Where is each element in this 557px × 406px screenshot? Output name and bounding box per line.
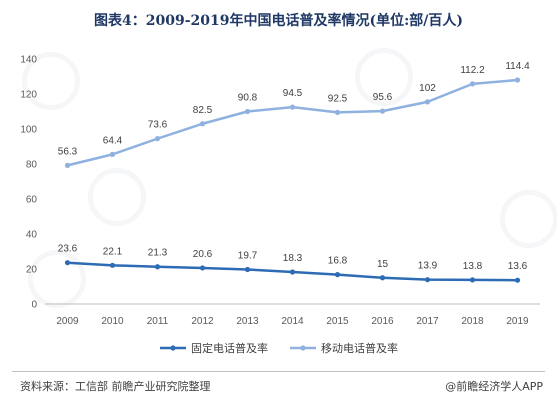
series-1-data-label: 102 [419, 83, 436, 94]
series-1-data-label: 90.8 [238, 93, 258, 104]
x-tick-label: 2011 [147, 316, 169, 327]
series-0-point [154, 264, 161, 270]
series-0-point [244, 266, 251, 273]
series-1-data-label: 73.6 [148, 120, 168, 131]
x-tick-label: 2013 [236, 316, 259, 327]
legend-label-1: 移动电话普及率 [321, 341, 398, 355]
series-1-data-label: 95.6 [373, 92, 393, 103]
series-0-point [64, 260, 71, 266]
x-tick-label: 2009 [56, 316, 79, 327]
x-tick-label: 2015 [326, 316, 349, 327]
series-0-point [469, 277, 476, 283]
x-tick-label: 2012 [191, 316, 214, 327]
series-0-data-label: 13.8 [463, 261, 483, 272]
watermark-logo-icon [28, 250, 86, 308]
series-1-point [424, 99, 431, 105]
series-1-data-label: 82.5 [193, 105, 213, 116]
series-1-point [379, 108, 386, 114]
series-0-data-label: 16.8 [328, 256, 348, 267]
series-0-data-label: 21.3 [148, 248, 168, 259]
y-tick-label: 80 [26, 160, 38, 171]
series-1-data-label: 92.5 [328, 93, 348, 104]
chart-title: 图表4：2009-2019年中国电话普及率情况(单位:部/百人) [93, 13, 463, 29]
series-0-data-label: 13.6 [508, 261, 528, 272]
series-0-point [334, 272, 341, 278]
x-tick-label: 2014 [281, 316, 304, 327]
series-1-point [289, 104, 296, 110]
series-1-data-label: 64.4 [103, 135, 123, 146]
series-0-data-label: 20.6 [193, 249, 213, 260]
x-tick-label: 2019 [506, 316, 529, 327]
y-tick-label: 140 [20, 55, 37, 66]
x-tick-label: 2010 [101, 316, 124, 327]
series-0-data-label: 19.7 [238, 251, 258, 262]
legend-label-0: 固定电话普及率 [191, 341, 268, 355]
footer-divider [12, 371, 545, 372]
series-1-point [64, 162, 71, 168]
watermark-logo-icon [500, 190, 557, 248]
series-0-point [199, 265, 206, 271]
y-tick-label: 100 [20, 125, 37, 136]
y-tick-label: 20 [26, 265, 38, 276]
series-1-point [199, 121, 206, 127]
series-0-point [289, 269, 296, 275]
series-0-data-label: 15 [377, 259, 389, 270]
watermark-logo-icon [355, 48, 413, 106]
series-1-point [514, 77, 521, 83]
series-1-data-label: 94.5 [283, 88, 303, 99]
y-tick-label: 0 [31, 300, 37, 311]
x-tick-label: 2018 [461, 316, 484, 327]
series-0-data-label: 18.3 [283, 253, 303, 264]
y-tick-label: 40 [26, 230, 38, 241]
x-tick-label: 2017 [416, 316, 439, 327]
series-1-point [244, 108, 251, 115]
legend-marker-1 [300, 345, 306, 351]
series-1-point [109, 151, 116, 157]
legend-marker-0 [170, 345, 176, 351]
brand-text: @前瞻经济学人APP [445, 380, 543, 393]
series-1-data-label: 114.4 [505, 61, 530, 72]
source-text: 资料来源：工信部 前瞻产业研究院整理 [20, 380, 211, 393]
watermark-logo-icon [88, 168, 146, 226]
watermark-logo-icon [22, 52, 80, 110]
series-0-point [379, 275, 386, 281]
series-1-point [469, 81, 476, 87]
series-0-data-label: 23.6 [58, 244, 78, 255]
series-0-point [424, 277, 431, 283]
series-1-point [154, 136, 161, 142]
series-1-data-label: 56.3 [58, 146, 78, 157]
series-0-point [514, 277, 521, 283]
y-tick-label: 120 [20, 90, 37, 101]
series-layer: 23.6 22.1 21.3 20.6 19.7 18.3 16.8 15 13.9 13.8 13… [58, 61, 530, 283]
legend: 固定电话普及率 移动电话普及率 [160, 341, 398, 355]
series-1-point [334, 109, 341, 115]
x-tick-label: 2016 [371, 316, 394, 327]
series-0-point [109, 262, 116, 268]
series-0-data-label: 22.1 [103, 246, 123, 257]
series-1-data-label: 112.2 [460, 65, 485, 76]
axes: 0 20 40 60 80 100 120 140 2009 2010 2011 2012 2013 20… [20, 55, 540, 327]
y-tick-label: 60 [26, 195, 38, 206]
series-0-data-label: 13.9 [418, 261, 438, 272]
